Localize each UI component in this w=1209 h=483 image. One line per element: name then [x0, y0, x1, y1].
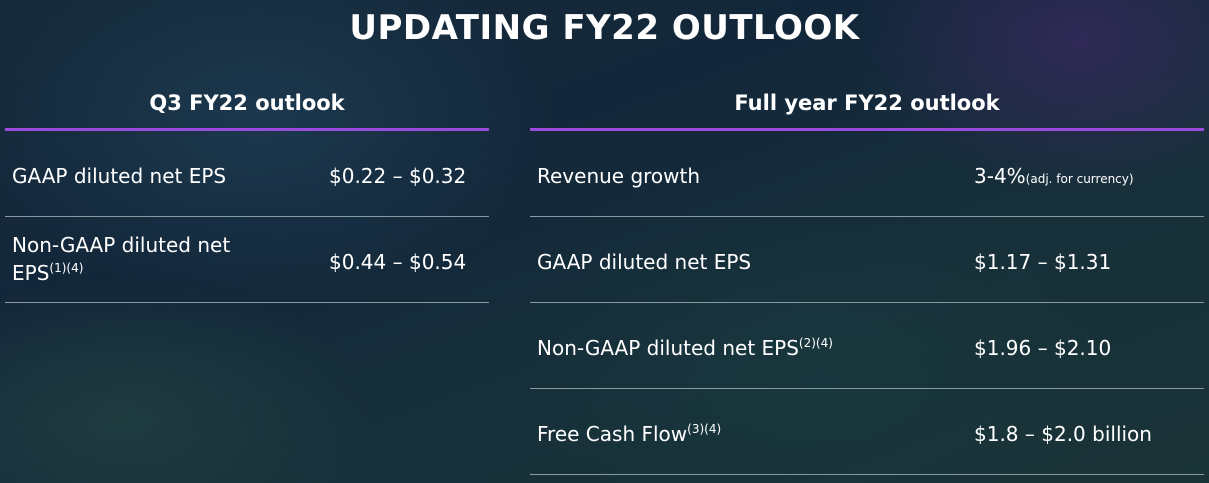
row-label: GAAP diluted net EPS	[12, 164, 227, 188]
row-value-note: (adj. for currency)	[1025, 172, 1134, 186]
row-value: $1.17 – $1.31	[974, 250, 1112, 274]
row-label: Revenue growth	[537, 164, 701, 188]
row-value: $1.8 – $2.0 billion	[974, 422, 1152, 446]
row-label: GAAP diluted net EPS	[537, 250, 752, 274]
q3-outlook-heading: Q3 FY22 outlook	[149, 91, 345, 115]
row-value: $0.44 – $0.54	[329, 250, 467, 274]
full-year-outlook-heading: Full year FY22 outlook	[734, 91, 1000, 115]
row-value: $1.96 – $2.10	[974, 336, 1112, 360]
slide-title: UPDATING FY22 OUTLOOK	[349, 8, 860, 48]
table-row: Non-GAAP diluted net EPS(2)(4) $1.96 – $…	[530, 303, 1204, 389]
row-value: 3-4%(adj. for currency)	[974, 164, 1134, 188]
row-label: Non-GAAP diluted net EPS(1)(4)	[12, 233, 231, 285]
table-row: Free Cash Flow(3)(4) $1.8 – $2.0 billion	[530, 389, 1204, 475]
footnote-marker: (3)(4)	[687, 422, 722, 436]
table-row: Revenue growth 3-4%(adj. for currency)	[530, 131, 1204, 217]
table-row: GAAP diluted net EPS $1.17 – $1.31	[530, 217, 1204, 303]
row-value: $0.22 – $0.32	[329, 164, 467, 188]
row-label: Free Cash Flow(3)(4)	[537, 422, 722, 446]
footnote-marker: (1)(4)	[49, 261, 84, 275]
table-row: Non-GAAP diluted net EPS(1)(4) $0.44 – $…	[5, 217, 489, 303]
q3-heading-rule	[5, 128, 489, 131]
row-label: Non-GAAP diluted net EPS(2)(4)	[537, 336, 833, 360]
table-row: GAAP diluted net EPS $0.22 – $0.32	[5, 131, 489, 217]
footnote-marker: (2)(4)	[798, 336, 833, 350]
full-year-heading-rule	[530, 128, 1204, 131]
